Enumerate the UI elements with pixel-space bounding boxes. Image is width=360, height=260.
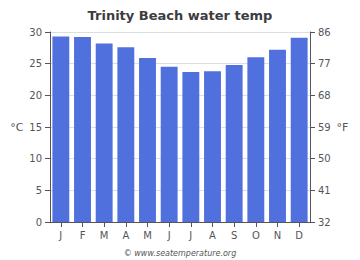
svg-text:0: 0 [36,217,42,228]
svg-text:20: 20 [29,90,42,101]
svg-text:N: N [274,230,281,241]
svg-text:M: M [100,230,109,241]
svg-text:86: 86 [318,27,331,38]
svg-text:A: A [122,230,129,241]
svg-text:32: 32 [318,217,331,228]
svg-text:J: J [167,230,171,241]
svg-text:5: 5 [36,185,42,196]
svg-text:O: O [252,230,260,241]
svg-text:10: 10 [29,153,42,164]
svg-text:77: 77 [318,58,331,69]
svg-text:D: D [295,230,303,241]
svg-text:68: 68 [318,90,331,101]
svg-text:°C: °C [10,121,24,134]
svg-text:50: 50 [318,153,331,164]
svg-text:59: 59 [318,122,331,133]
svg-text:S: S [231,230,237,241]
svg-text:15: 15 [29,122,42,133]
svg-text:J: J [58,230,62,241]
svg-text:A: A [209,230,216,241]
svg-text:25: 25 [29,58,42,69]
svg-text:30: 30 [29,27,42,38]
svg-text:41: 41 [318,185,331,196]
svg-text:F: F [80,230,86,241]
svg-text:Trinity Beach water temp: Trinity Beach water temp [88,8,273,23]
svg-text:© www.seatemperature.org: © www.seatemperature.org [124,249,236,258]
svg-text:J: J [188,230,192,241]
svg-text:M: M [143,230,152,241]
svg-text:°F: °F [337,121,349,134]
